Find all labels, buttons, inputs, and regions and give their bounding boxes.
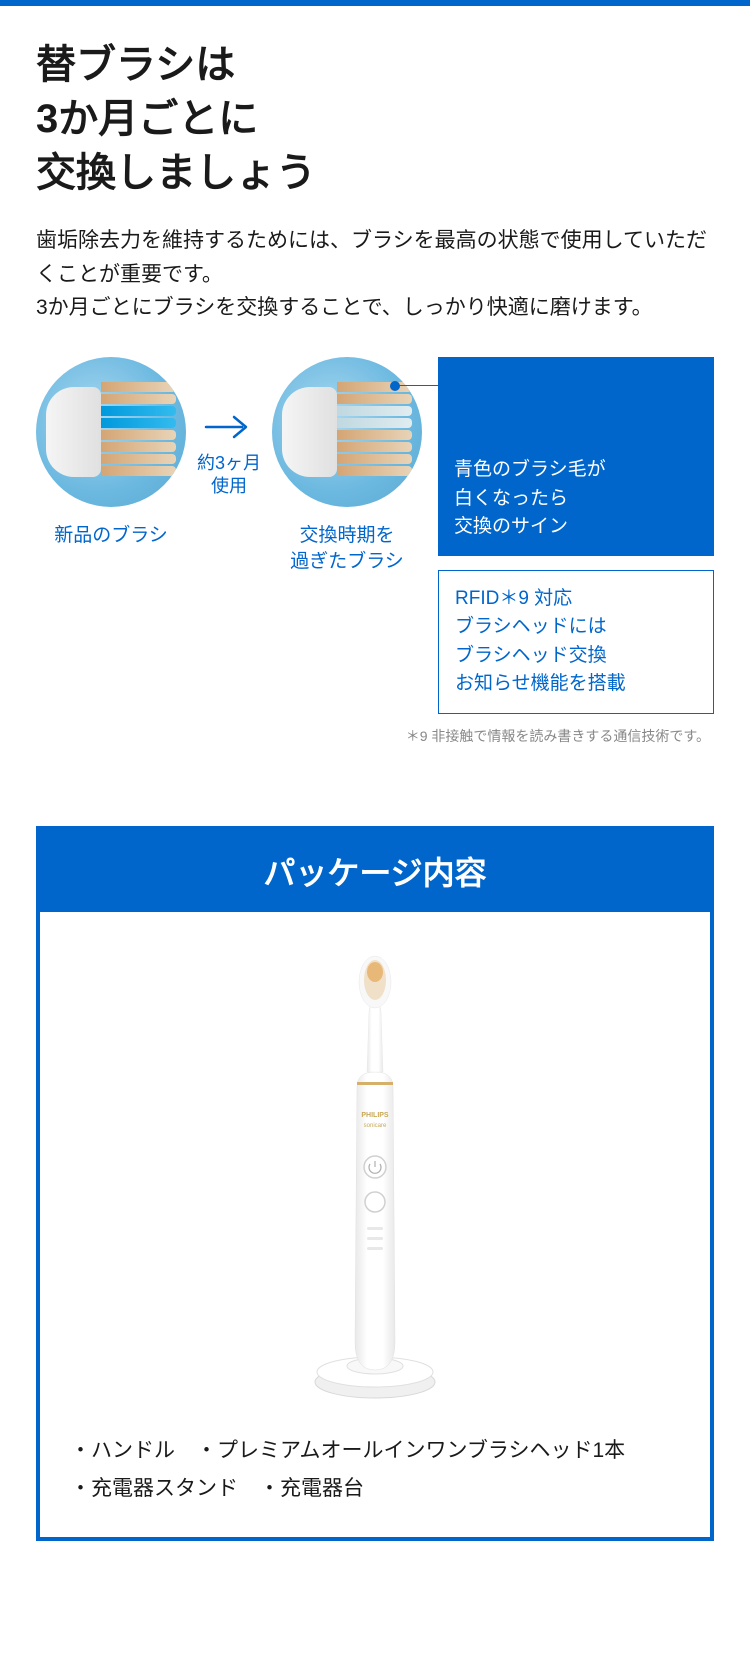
arrow-column: 約3ヶ月 使用 xyxy=(194,357,264,499)
new-brush-label: 新品のブラシ xyxy=(54,523,168,550)
toothbrush-illustration: PHILIPS sonicare xyxy=(285,942,465,1402)
svg-text:PHILIPS: PHILIPS xyxy=(361,1112,389,1119)
new-brush-column: 新品のブラシ xyxy=(36,357,186,550)
arrow-icon xyxy=(204,412,254,442)
rfid-callout: RFID＊9 対応 ブラシヘッドには ブラシヘッド交換 お知らせ機能を搭載 xyxy=(438,570,714,714)
main-heading: 替ブラシは 3か月ごとに 交換しましょう xyxy=(36,38,714,200)
replacement-diagram: 新品のブラシ 約3ヶ月 使用 xyxy=(36,357,714,714)
main-content: 替ブラシは 3か月ごとに 交換しましょう 歯垢除去力を維持するためには、ブラシを… xyxy=(0,6,750,786)
svg-text:sonicare: sonicare xyxy=(364,1123,387,1129)
package-section: パッケージ内容 xyxy=(36,826,714,1542)
blue-bristle-callout-text: 青色のブラシ毛が 白くなったら 交換のサイン xyxy=(454,459,606,537)
old-brush-column: 交換時期を 過ぎたブラシ xyxy=(272,357,422,576)
package-items-list: ・ハンドル ・プレミアムオールインワンブラシヘッド1本 ・充電器スタンド ・充電… xyxy=(70,1432,680,1508)
blue-bristle-callout: 青色のブラシ毛が 白くなったら 交換のサイン xyxy=(438,357,714,556)
footnote-text: ＊9 非接触で情報を読み書きする通信技術です。 xyxy=(36,726,714,746)
package-body: PHILIPS sonicare ・ハンドル ・プレミアムオール xyxy=(40,912,710,1538)
arrow-label: 約3ヶ月 使用 xyxy=(197,452,261,499)
old-brush-illustration xyxy=(272,357,422,507)
description-text: 歯垢除去力を維持するためには、ブラシを最高の状態で使用していただくことが重要です… xyxy=(36,224,714,325)
product-image-container: PHILIPS sonicare xyxy=(70,942,680,1402)
new-brush-illustration xyxy=(36,357,186,507)
info-column: 青色のブラシ毛が 白くなったら 交換のサイン RFID＊9 対応 ブラシヘッドに… xyxy=(430,357,714,714)
package-title: パッケージ内容 xyxy=(40,830,710,912)
old-brush-label: 交換時期を 過ぎたブラシ xyxy=(290,523,404,576)
